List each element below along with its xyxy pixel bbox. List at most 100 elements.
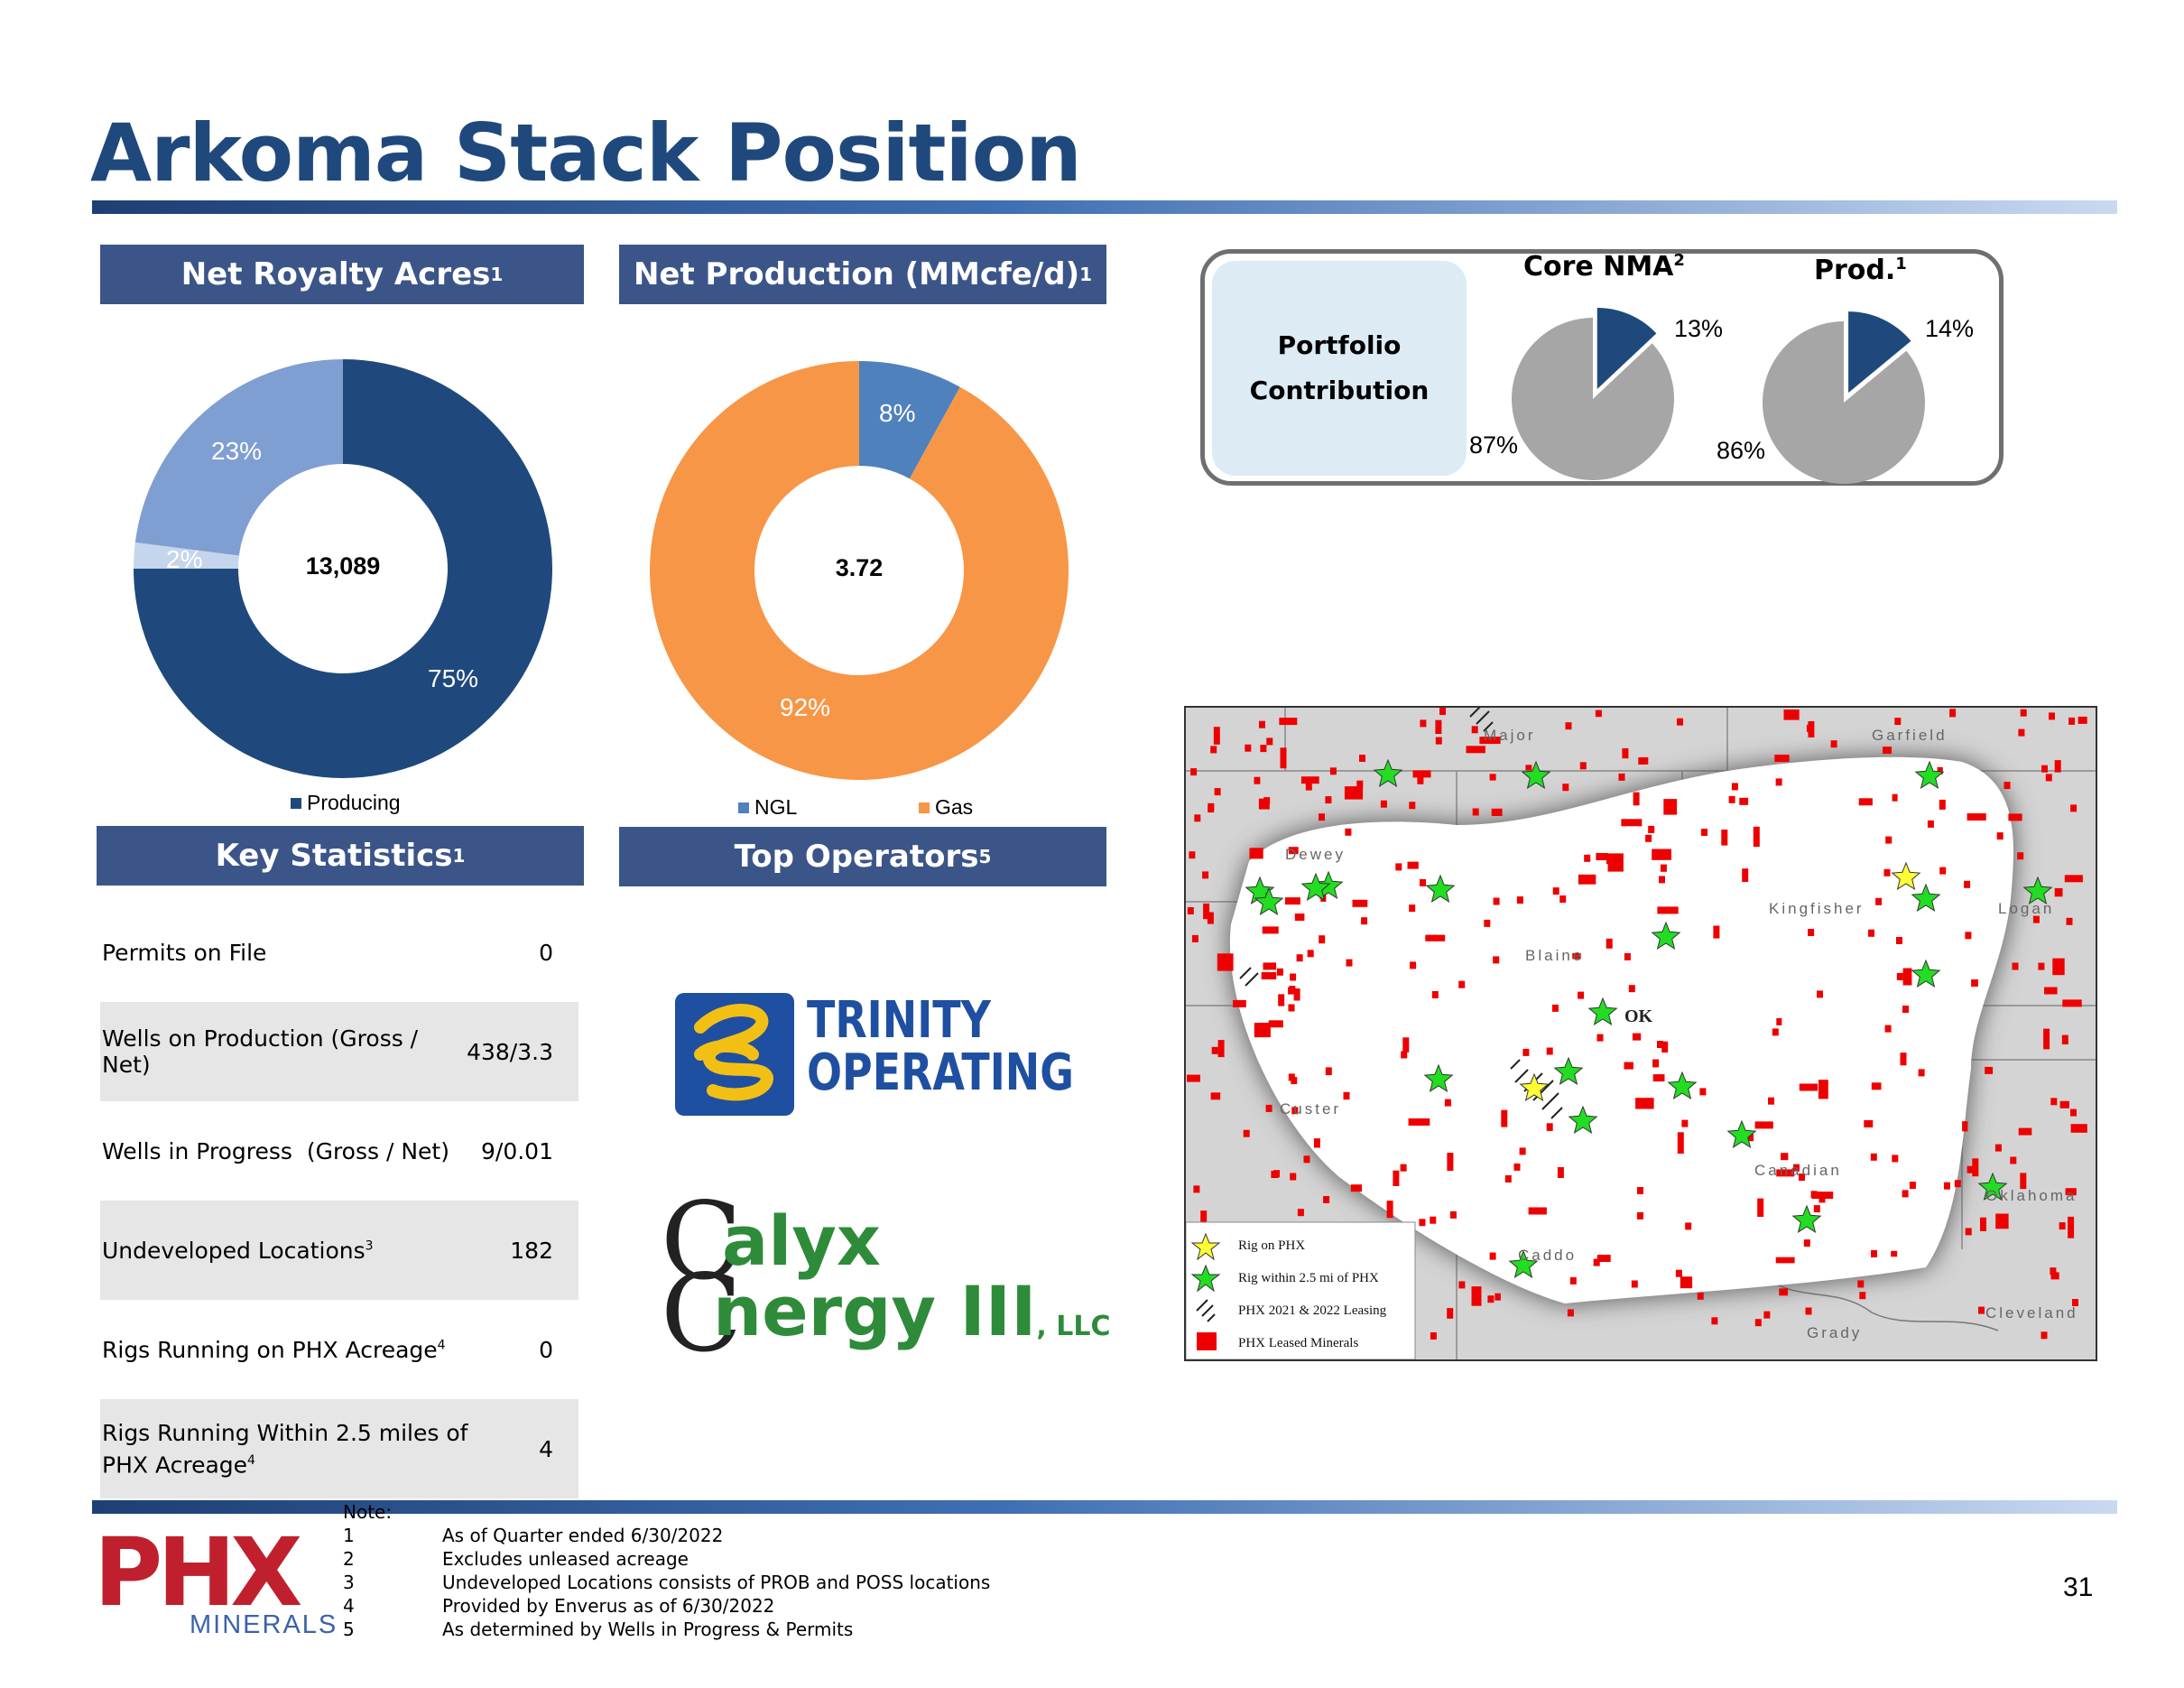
mineral-parcel	[1645, 834, 1652, 842]
mineral-parcel	[1407, 861, 1419, 869]
mineral-parcel	[1638, 757, 1645, 765]
portfolio-line1: Portfolio	[1277, 330, 1402, 360]
mineral-parcel	[1491, 808, 1503, 816]
stat-row-wells-production: Wells on Production (Gross / Net) 438/3.…	[100, 1002, 578, 1101]
mineral-parcel	[1409, 904, 1416, 913]
mineral-parcel	[1699, 1088, 1707, 1096]
mineral-parcel	[1884, 1025, 1892, 1033]
mineral-parcel	[1245, 744, 1252, 752]
footnote-ref: 5	[978, 846, 992, 867]
mineral-parcel	[1194, 814, 1201, 822]
mineral-parcel	[1187, 1074, 1200, 1082]
mineral-parcel	[1420, 719, 1427, 728]
mineral-parcel	[2061, 1034, 2068, 1044]
mineral-parcel	[2065, 1188, 2077, 1196]
mineral-parcel	[1972, 1158, 1979, 1177]
rig-star-icon	[1667, 1071, 1698, 1099]
mineral-parcel	[1458, 980, 1466, 988]
pie-slice	[859, 361, 960, 479]
calyx-llc: , LLC	[1036, 1311, 1111, 1342]
mineral-parcel	[1858, 798, 1873, 806]
mineral-parcel	[1967, 813, 1986, 821]
note-text: As of Quarter ended 6/30/2022	[442, 1525, 724, 1546]
note-text: Undeveloped Locations consists of PROB a…	[442, 1572, 991, 1593]
county-label: Custer	[1280, 1100, 1341, 1118]
calyx-line1: alyx	[722, 1201, 881, 1281]
mineral-parcel	[1395, 863, 1402, 871]
pie-slice	[134, 542, 239, 569]
mineral-parcel	[1513, 1163, 1521, 1171]
mineral-parcel	[1319, 935, 1326, 944]
calyx-energy-logo: C C alyx nergy III, LLC	[657, 1188, 1110, 1368]
mineral-parcel	[1697, 1292, 1704, 1300]
prod-pie-chart	[1763, 311, 1925, 484]
mineral-parcel	[1711, 1317, 1718, 1325]
mineral-parcel	[1409, 802, 1416, 810]
donut2-slices	[650, 361, 1069, 780]
key-statistics-header-text: Key Statistics	[215, 838, 453, 874]
pie4-slices	[1763, 311, 1925, 484]
mineral-parcel	[1663, 799, 1678, 815]
stat-value: 9/0.01	[481, 1137, 553, 1164]
mineral-parcel	[2018, 1127, 2032, 1136]
net-royalty-header-text: Net Royalty Acres	[180, 256, 491, 292]
mineral-parcel	[1208, 802, 1215, 811]
mineral-parcel	[1495, 1293, 1501, 1301]
mineral-parcel	[1918, 1069, 1925, 1077]
mineral-parcel	[1294, 914, 1305, 921]
mineral-parcel	[1233, 999, 1246, 1007]
mineral-parcel	[1635, 1098, 1654, 1109]
mineral-parcel	[1504, 1175, 1512, 1183]
mineral-parcel	[1458, 1281, 1466, 1289]
mineral-parcel	[1276, 968, 1283, 976]
mineral-parcel	[1768, 1097, 1774, 1105]
net-royalty-header: Net Royalty Acres 1	[100, 245, 584, 304]
mineral-parcel	[1408, 1118, 1430, 1126]
mineral-parcel	[1891, 1250, 1898, 1257]
note-text: As determined by Wells in Progress & Per…	[442, 1618, 854, 1640]
mineral-parcel	[1633, 792, 1640, 806]
mineral-parcel	[1593, 1258, 1600, 1266]
top-operators-header: Top Operators 5	[619, 827, 1106, 886]
note-item: 5 As determined by Wells in Progress & Pe…	[343, 1618, 990, 1641]
mineral-parcel	[1572, 952, 1581, 960]
core-nma-slice-13: 13%	[1674, 315, 1724, 342]
mineral-parcel	[1430, 1332, 1437, 1340]
mineral-parcel	[1447, 1153, 1454, 1172]
mineral-parcel	[1487, 1295, 1495, 1303]
mineral-parcel	[1606, 938, 1613, 949]
rig-on-icon	[1190, 1232, 1221, 1261]
stat-label-text-2: PHX Acreage	[102, 1451, 248, 1479]
county-label: Canadian	[1754, 1162, 1842, 1179]
slice-label-8: 8%	[879, 399, 916, 427]
stat-label-text: Wells on Production (Gross / Net)	[102, 1025, 419, 1078]
core-nma-title-text: Core NMA	[1523, 251, 1674, 283]
phx-logo-sub: MINERALS	[190, 1610, 338, 1639]
rig-star-icon	[1373, 758, 1403, 787]
mineral-parcel	[1622, 747, 1629, 759]
mineral-parcel	[2008, 813, 2022, 821]
mineral-parcel	[1266, 737, 1273, 746]
note-item: 4 Provided by Enverus as of 6/30/2022	[343, 1594, 990, 1618]
mineral-parcel	[1258, 798, 1270, 810]
mineral-parcel	[2068, 717, 2076, 725]
note-item: 3 Undeveloped Locations consists of PROB …	[343, 1571, 990, 1594]
stat-label-text: Wells in Progress (Gross / Net)	[102, 1137, 449, 1164]
mineral-parcel	[1652, 1074, 1665, 1082]
mineral-parcel	[1525, 765, 1532, 771]
map-svg: Major Garfield Dewey Kingfisher Logan Blaine C…	[1186, 708, 2096, 1359]
notes-list: 1 As of Quarter ended 6/30/2022 2 Excludes…	[343, 1524, 990, 1641]
mineral-parcel	[1793, 1164, 1800, 1172]
mineral-parcel	[1811, 1192, 1834, 1200]
county-label: Kingfisher	[1769, 900, 1865, 917]
mineral-parcel	[1290, 1173, 1297, 1181]
title-rule	[92, 200, 2117, 214]
legend-minerals: PHX Leased Minerals	[1238, 1336, 1358, 1350]
pie-slice	[1763, 321, 1925, 484]
gas-legend: Gas	[919, 795, 973, 820]
mineral-parcel	[1278, 994, 1285, 1006]
net-royalty-donut-chart	[134, 359, 552, 778]
mineral-parcel	[1329, 767, 1337, 775]
mineral-parcel	[1595, 710, 1602, 718]
phx-minerals-logo: PHX MINERALS	[94, 1526, 336, 1639]
